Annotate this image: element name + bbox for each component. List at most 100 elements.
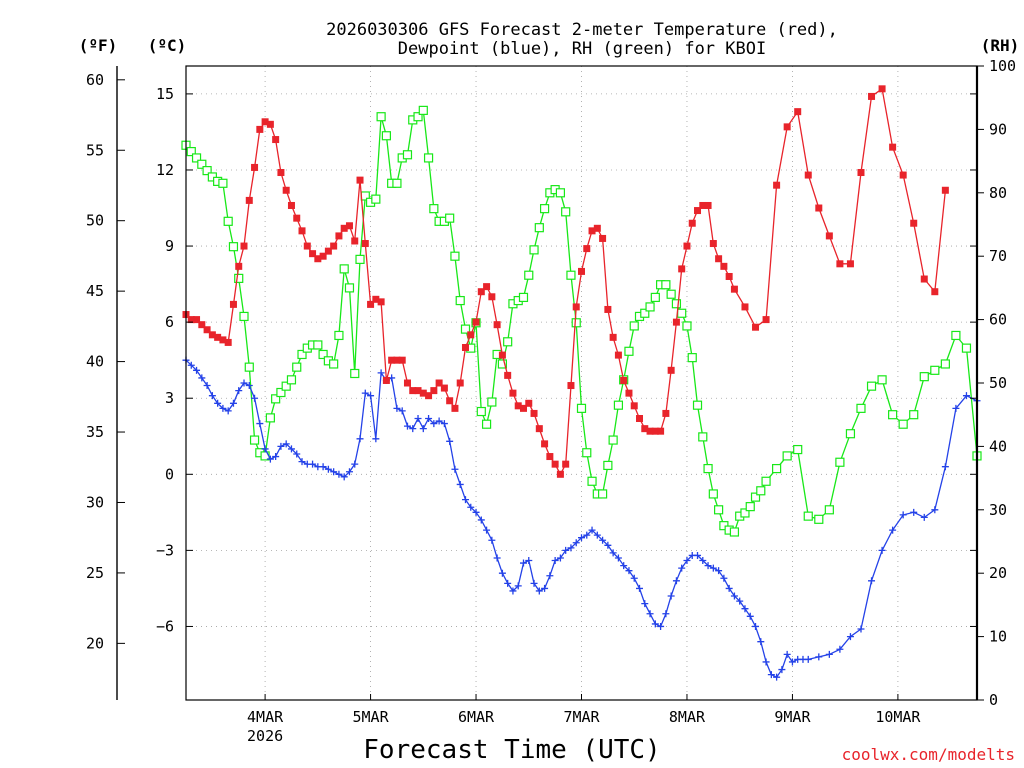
temperature-point [356,176,364,184]
credit-label: coolwx.com/modelts [842,745,1015,764]
rh-tick-label: 40 [989,437,1007,455]
rh-point [313,340,323,350]
rh-point [877,375,887,385]
dewpoint-point [203,382,211,390]
rh-point [740,508,750,518]
temperature-point [604,305,612,313]
rh-point [455,295,465,306]
dewpoint-point [198,374,206,382]
temperature-point [193,316,201,324]
rh-point [497,359,507,369]
dewpoint-point [773,673,781,681]
dewpoint-point [287,445,295,453]
rh-point [919,372,929,382]
dewpoint-point [272,453,280,461]
dewpoint-point [277,442,285,450]
temperature-point [672,318,680,326]
rh-point [202,166,212,176]
dewpoint-point [187,361,195,369]
temperature-point [498,351,506,359]
temperature-point [614,351,622,359]
temperature-point [509,389,517,397]
dewpoint-point [593,531,601,539]
dewpoint-point [509,587,517,595]
temperature-point [377,298,385,306]
dewpoint-point [630,574,638,582]
celsius-tick-label: 3 [165,389,174,407]
rh-point [661,280,671,290]
dewpoint-point [409,425,417,433]
temperature-point [287,201,295,209]
rh-point [371,194,381,204]
rh-tick-label: 10 [989,628,1007,646]
dewpoint-point [319,463,327,471]
temperature-point [282,186,290,194]
temperature-point [730,285,738,293]
temperature-point [646,427,654,435]
dewpoint-point [683,557,691,565]
fahrenheit-tick-label: 30 [86,493,104,511]
rh-point [265,413,275,423]
dewpoint-point [398,407,406,415]
dewpoint-point [372,435,380,443]
rh-point [344,283,355,293]
dewpoint-point [240,379,248,387]
temperature-point [388,356,396,364]
temperature-point [630,402,638,410]
rh-point [835,457,845,467]
temperature-point [694,207,702,215]
dewpoint-point [235,387,243,395]
dewpoint-point [815,653,823,661]
dewpoint-point [757,638,765,646]
temperature-point [266,120,274,128]
dewpoint-point [419,425,427,433]
dewpoint-point [446,437,454,445]
rh-point [555,188,566,198]
dewpoint-point [335,470,343,478]
temperature-point [583,245,591,253]
rh-point [603,460,613,471]
temperature-point [298,227,306,235]
temperature-point [430,387,438,395]
dewpoint-point [651,620,659,628]
dewpoint-point [636,584,644,592]
temperature-point [504,371,512,379]
rh-point [503,337,513,347]
dewpoint-point [746,612,754,620]
dewpoint-point [741,605,749,613]
rh-point [429,204,439,214]
temperature-point [456,379,464,387]
rh-point [561,207,571,217]
celsius-tick-label: 0 [165,465,174,483]
rh-point [376,112,386,122]
temperature-point [783,123,791,131]
rh-point [297,349,307,360]
dewpoint-point [324,465,332,473]
dewpoint-point [730,592,738,600]
dewpoint-point [256,420,264,428]
dewpoint-point [846,633,854,641]
rh-point [824,505,834,515]
temperature-point [461,343,469,351]
temperature-point [367,300,375,308]
dewpoint-point [588,526,596,534]
temperature-point [667,366,675,374]
rh-point [381,131,391,141]
temperature-point [483,283,491,291]
dewpoint-point [224,407,232,415]
rh-point [186,146,196,157]
rh-point [481,419,492,429]
dewpoint-point [762,658,770,666]
dewpoint-point [704,562,712,570]
x-tick-label: 4MAR [247,708,284,726]
chart-subtitle: Dewpoint (blue), RH (green) for KBOI [398,39,766,59]
temperature-point [636,415,644,423]
temperature-point [556,470,564,478]
x-tick-label: 5MAR [353,708,390,726]
rh-point [608,435,618,445]
fahrenheit-tick-label: 25 [86,564,104,582]
temperature-point [277,169,285,177]
rh-point [597,489,608,499]
